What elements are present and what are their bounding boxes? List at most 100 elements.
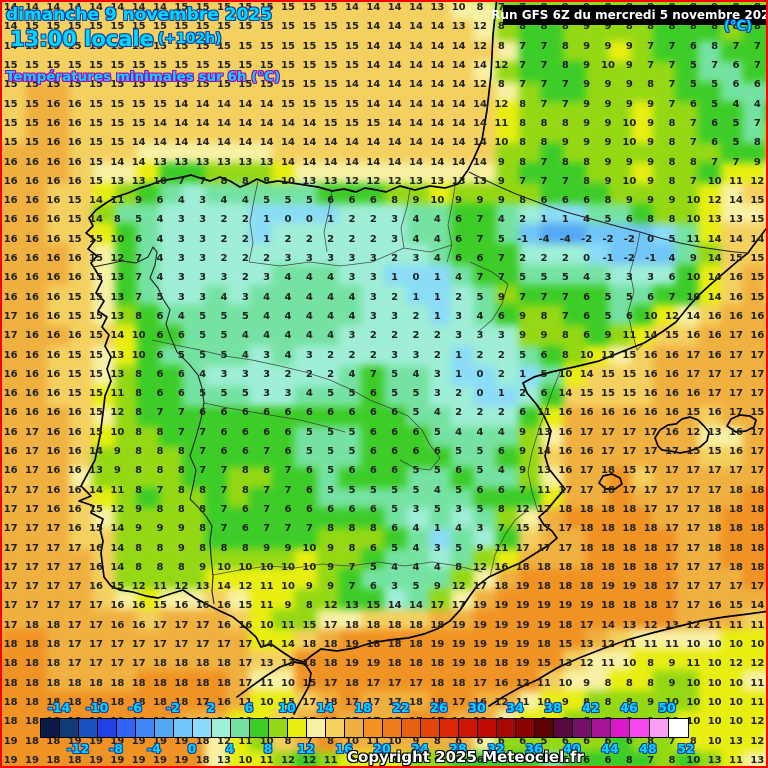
field-cell xyxy=(406,386,429,407)
temperature-value: 16 xyxy=(3,291,18,303)
field-cell xyxy=(675,751,699,768)
temperature-value: 16 xyxy=(25,291,39,303)
field-cell xyxy=(159,223,183,244)
temperature-value: 16 xyxy=(3,195,18,207)
field-cell xyxy=(428,568,452,589)
field-cell xyxy=(563,609,586,630)
temperature-value: 8 xyxy=(199,523,207,535)
field-cell xyxy=(204,81,227,102)
temperature-value: 15 xyxy=(153,60,167,72)
temperature-value: 11 xyxy=(515,696,530,708)
temperature-value: 17 xyxy=(174,639,189,651)
temperature-value: 14 xyxy=(707,253,722,265)
temperature-value: 2 xyxy=(476,407,484,419)
field-cell xyxy=(496,61,519,82)
temperature-value: 11 xyxy=(707,619,722,631)
field-cell xyxy=(653,223,676,244)
field-cell xyxy=(428,325,452,346)
temperature-value: 6 xyxy=(476,735,484,747)
field-cell xyxy=(316,41,340,62)
field-cell xyxy=(384,20,407,42)
temperature-value: 15 xyxy=(110,137,125,149)
temperature-value: 12 xyxy=(473,21,487,33)
field-cell xyxy=(271,304,295,326)
field-cell xyxy=(159,528,183,549)
field-cell xyxy=(114,101,138,123)
temperature-value: -2 xyxy=(623,253,635,265)
field-cell xyxy=(720,162,743,184)
field-cell xyxy=(361,81,384,102)
field-cell xyxy=(69,0,93,21)
field-cell xyxy=(451,467,474,488)
field-cell xyxy=(294,487,317,508)
field-cell xyxy=(742,386,766,407)
temperature-value: 6 xyxy=(327,503,335,515)
temperature-value: 15 xyxy=(67,291,82,303)
temperature-value: 2 xyxy=(369,233,377,245)
temperature-value: 14 xyxy=(409,79,423,91)
temperature-value: 4 xyxy=(433,253,441,265)
field-cell xyxy=(294,588,317,610)
temperature-value: 7 xyxy=(476,214,484,226)
field-cell xyxy=(585,284,609,305)
temperature-value: 9 xyxy=(583,677,591,689)
field-cell xyxy=(361,649,384,671)
temperature-value: 16 xyxy=(643,368,658,380)
field-cell xyxy=(720,406,743,427)
temperature-value: 16 xyxy=(131,600,146,612)
temperature-value: 2 xyxy=(412,310,420,322)
field-cell xyxy=(137,487,160,508)
temperature-value: 14 xyxy=(110,156,125,168)
temperature-value: 6 xyxy=(497,484,505,496)
temperature-value: 8 xyxy=(753,21,761,33)
field-cell xyxy=(182,446,205,468)
run-info-text: Run GFS 6Z du mercredi 5 novembre 2025 xyxy=(491,8,768,22)
temperature-value: 14 xyxy=(195,137,210,149)
temperature-value: 16 xyxy=(67,175,82,187)
temperature-value: 6 xyxy=(753,79,761,91)
temperature-value: 10 xyxy=(707,658,722,670)
field-cell xyxy=(69,507,93,529)
temperature-value: 16 xyxy=(3,368,18,380)
temperature-value: 8 xyxy=(519,156,527,168)
temperature-value: 9 xyxy=(519,446,527,458)
field-cell xyxy=(585,751,609,768)
field-cell xyxy=(25,243,48,265)
field-cell xyxy=(563,365,586,386)
temperature-value: 17 xyxy=(558,484,573,496)
field-cell xyxy=(384,365,407,386)
field-cell xyxy=(25,629,48,650)
field-cell xyxy=(2,243,26,265)
field-cell xyxy=(137,446,160,468)
field-cell xyxy=(698,386,721,407)
temperature-value: 11 xyxy=(494,117,509,129)
temperature-value: 8 xyxy=(753,137,761,149)
temperature-value: 16 xyxy=(3,407,18,419)
scale-tick-label: 32 xyxy=(487,741,505,756)
temperature-value: 9 xyxy=(177,542,185,554)
field-cell xyxy=(608,142,631,163)
temperature-value: 12 xyxy=(473,79,487,91)
temperature-value: 16 xyxy=(558,446,573,458)
temperature-value: 8 xyxy=(220,175,228,187)
field-cell xyxy=(428,507,452,529)
temperature-value: 9 xyxy=(561,696,569,708)
temperature-value: 15 xyxy=(153,21,167,33)
field-cell xyxy=(182,528,205,549)
field-cell xyxy=(159,243,183,265)
field-cell xyxy=(451,649,474,671)
field-cell xyxy=(653,629,676,650)
temperature-value: 16 xyxy=(25,368,39,380)
temperature-value: 3 xyxy=(220,272,228,284)
field-cell xyxy=(226,507,250,529)
field-cell xyxy=(47,142,70,163)
temperature-value: 17 xyxy=(622,484,637,496)
temperature-value: 2 xyxy=(220,253,228,265)
temperature-value: 15 xyxy=(622,349,637,361)
field-cell xyxy=(271,629,295,650)
temperature-value: 2 xyxy=(241,214,249,226)
temperature-value: 14 xyxy=(110,542,125,554)
temperature-value: 5 xyxy=(455,446,463,458)
temperature-value: 14 xyxy=(153,137,167,149)
field-cell xyxy=(541,162,564,184)
